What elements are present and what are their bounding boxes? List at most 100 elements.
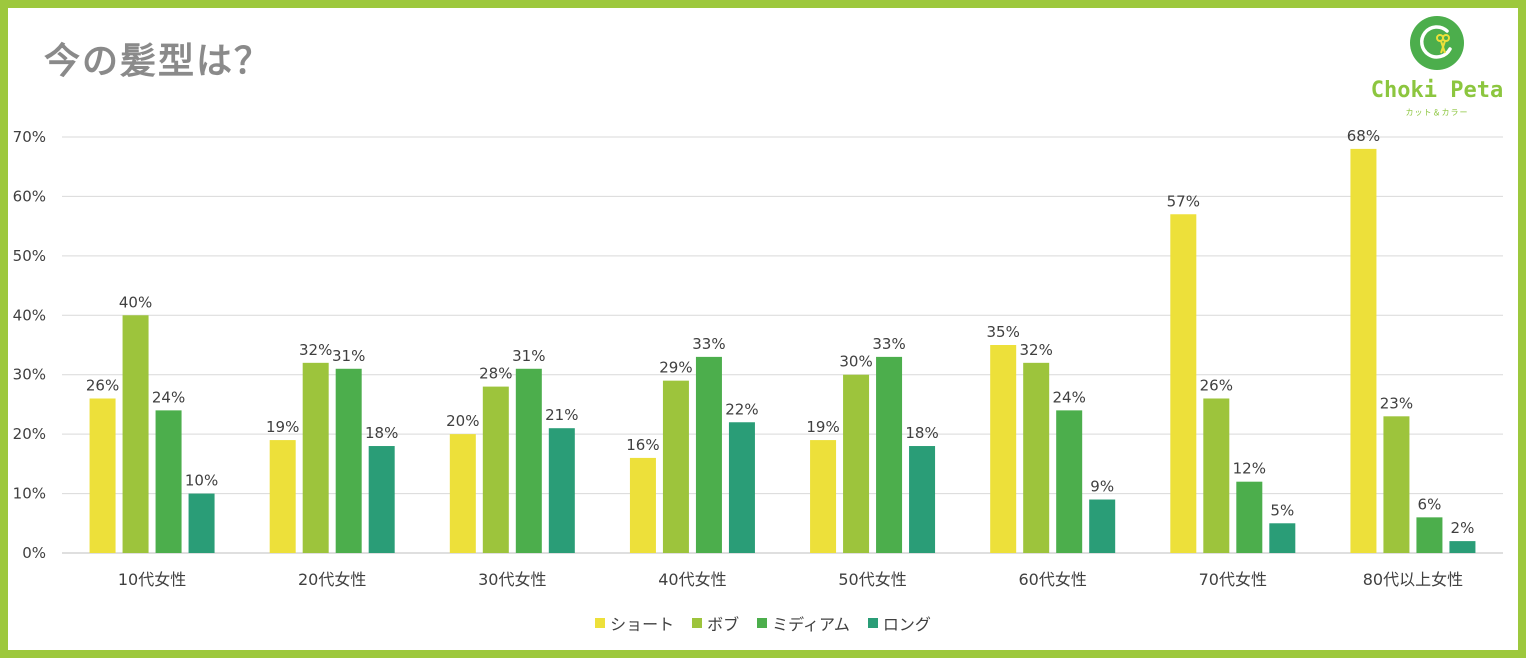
chart-title: 今の髪型は？ [44,41,273,82]
data-label: 32% [1020,341,1053,359]
bar [1383,416,1410,553]
x-tick-label: 80代以上女性 [1363,570,1463,589]
y-tick-label: 40% [13,306,46,324]
y-tick-label: 50% [13,247,46,265]
x-tick-label: 20代女性 [298,570,366,589]
x-tick-label: 10代女性 [118,570,186,589]
bar [1416,517,1443,553]
y-tick-label: 10% [13,485,46,503]
brand-name: Choki Peta [1370,78,1504,103]
legend-label: ショート [610,615,675,634]
data-label: 6% [1418,495,1442,513]
bar [548,428,575,553]
data-label: 18% [365,424,398,442]
data-label: 2% [1451,519,1475,537]
bar [843,374,870,553]
data-label: 23% [1380,394,1413,412]
data-label: 18% [905,424,938,442]
bar [269,440,296,553]
y-tick-label: 0% [22,544,46,562]
legend-swatch [867,618,878,628]
data-label: 33% [872,335,905,353]
bar [449,434,476,553]
bar [1236,481,1263,553]
data-label: 9% [1090,478,1114,496]
brand-tagline: カット＆カラー [1405,108,1469,117]
bar [810,440,837,553]
data-label: 40% [119,293,152,311]
data-label: 32% [299,341,332,359]
bar [990,345,1017,553]
data-label: 35% [987,323,1020,341]
bar [662,380,689,553]
y-tick-label: 30% [13,366,46,384]
bar [1350,148,1377,553]
data-label: 5% [1270,501,1294,519]
data-label: 57% [1167,192,1200,210]
bar [368,446,395,553]
legend-item: ミディアム [757,611,850,635]
legend-item: ボブ [692,611,739,635]
bar [482,386,509,553]
bar [302,362,329,553]
data-label: 68% [1347,127,1380,145]
bar [1170,214,1197,553]
data-label: 31% [512,347,545,365]
legend-swatch [692,618,703,628]
bar [1089,499,1116,553]
x-tick-label: 70代女性 [1199,570,1267,589]
data-label: 20% [446,412,479,430]
bar [1023,362,1050,553]
data-label: 24% [152,388,185,406]
data-label: 21% [545,406,578,424]
legend-item: ショート [595,611,674,635]
data-label: 30% [839,353,872,371]
x-tick-label: 50代女性 [838,570,906,589]
legend-label: ミディアム [772,615,850,634]
bar [629,457,656,553]
scissors-leaf-icon [1410,16,1464,70]
legend-label: ロング [882,615,931,634]
data-label: 29% [659,359,692,377]
y-tick-label: 60% [13,187,46,205]
brand-logo: Choki Peta カット＆カラー [1362,16,1512,126]
legend-swatch [595,618,606,628]
data-label: 12% [1233,460,1266,478]
data-label: 31% [332,347,365,365]
data-label: 16% [626,436,659,454]
y-tick-label: 70% [13,128,46,146]
x-tick-label: 60代女性 [1019,570,1087,589]
bar [515,368,542,553]
bar [1449,541,1476,553]
data-label: 10% [185,472,218,490]
data-label: 28% [479,365,512,383]
bar [122,315,149,553]
data-label: 19% [266,418,299,436]
data-label: 24% [1053,388,1086,406]
bar [876,356,903,553]
bar [335,368,362,553]
bar [89,398,116,553]
bar [695,356,722,553]
bar [1203,398,1230,553]
x-tick-label: 30代女性 [478,570,546,589]
bar [188,493,215,553]
legend-label: ボブ [707,615,740,634]
legend-item: ロング [867,611,931,635]
data-label: 19% [806,418,839,436]
bar [728,422,755,553]
legend-swatch [757,618,768,628]
y-tick-label: 20% [13,425,46,443]
data-label: 33% [692,335,725,353]
chart-legend: ショート ボブ ミディアム ロング [0,611,1526,635]
x-tick-label: 40代女性 [658,570,726,589]
data-label: 26% [1200,376,1233,394]
bar [155,410,182,553]
bar [909,446,936,553]
data-label: 26% [86,376,119,394]
bar [1269,523,1296,553]
data-label: 22% [725,400,758,418]
bar [1056,410,1083,553]
